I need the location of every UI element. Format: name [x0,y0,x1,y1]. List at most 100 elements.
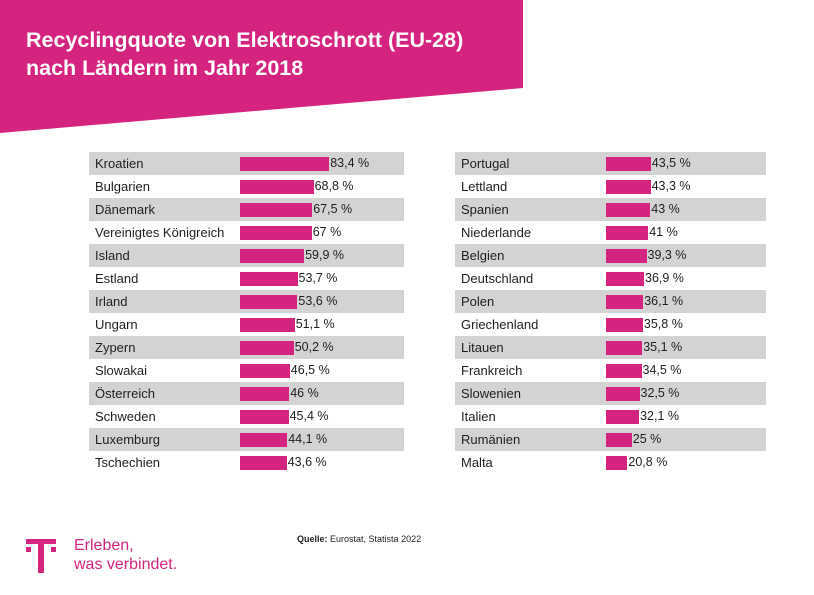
country-label: Belgien [461,248,505,263]
chart-row: Dänemark 67,5 % [89,198,404,221]
value-bar [240,295,298,309]
value-label: 39,3 % [647,248,687,262]
value-bar [606,433,632,447]
source-text: Eurostat, Statista 2022 [330,534,422,544]
value-bar [606,272,644,286]
country-label: Griechenland [461,317,539,332]
chart-row: Island 59,9 % [89,244,404,267]
country-label: Lettland [461,179,508,194]
country-label: Portugal [461,156,510,171]
chart-row: Luxemburg 44,1 % [89,428,404,451]
value-label: 32,5 % [640,386,680,400]
chart-row: Lettland 43,3 % [455,175,766,198]
header-banner [0,0,814,140]
country-label: Malta [461,455,493,470]
chart-row: Irland 53,6 % [89,290,404,313]
country-label: Vereinigtes Königreich [95,225,225,240]
chart-row: Slowenien 32,5 % [455,382,766,405]
country-label: Luxemburg [95,432,161,447]
value-bar [606,249,647,263]
value-label: 43,5 % [651,156,691,170]
value-label: 36,9 % [645,271,684,285]
chart-row: Slowakai 46,5 % [89,359,404,382]
value-label: 67 % [312,225,342,239]
chart-row: Zypern 50,2 % [89,336,404,359]
chart-row: Portugal 43,5 % [455,152,766,175]
value-label: 44,1 % [288,432,328,446]
chart-column-left: Kroatien 83,4 % Bulgarien 68,8 % Dänemark 67,… [89,152,404,474]
value-bar [606,387,640,401]
chart-row: Frankreich 34,5 % [455,359,766,382]
value-label: 53,6 % [298,294,338,308]
chart-row: Italien 32,1 % [455,405,766,428]
country-label: Polen [461,294,495,309]
value-bar [240,157,330,171]
chart-row: Belgien 39,3 % [455,244,766,267]
value-bar [240,203,313,217]
chart-row: Malta 20,8 % [455,451,766,474]
value-label: 35,8 % [643,317,683,331]
telekom-t-icon [26,539,56,573]
value-bar [240,387,290,401]
chart-row: Schweden 45,4 % [89,405,404,428]
chart-row: Vereinigtes Königreich 67 % [89,221,404,244]
value-label: 46,5 % [290,363,330,377]
value-bar [606,295,644,309]
chart-row: Niederlande 41 % [455,221,766,244]
value-bar [606,364,642,378]
value-label: 43 % [651,202,680,216]
country-label: Ungarn [95,317,138,332]
chart-row: Deutschland 36,9 % [455,267,766,290]
value-bar [606,180,651,194]
country-label: Spanien [461,202,509,217]
country-label: Island [95,248,130,263]
title-line-2: nach Ländern im Jahr 2018 [26,56,304,80]
value-bar [240,318,295,332]
value-label: 83,4 % [330,156,370,170]
chart-row: Österreich 46 % [89,382,404,405]
country-label: Slowenien [461,386,521,401]
value-label: 41 % [649,225,678,239]
country-label: Österreich [95,386,155,401]
source-label: Quelle: [297,534,328,544]
chart-row: Tschechien 43,6 % [89,451,404,474]
value-bar [240,249,305,263]
value-label: 20,8 % [628,455,668,469]
value-label: 50,2 % [294,340,334,354]
value-bar [240,410,289,424]
value-label: 36,1 % [644,294,684,308]
value-label: 35,1 % [643,340,683,354]
country-label: Kroatien [95,156,144,171]
country-label: Rumänien [461,432,521,447]
country-label: Bulgarien [95,179,150,194]
country-label: Schweden [95,409,156,424]
value-bar [606,410,640,424]
chart-row: Litauen 35,1 % [455,336,766,359]
value-bar [240,364,290,378]
value-label: 59,9 % [305,248,345,262]
page-title: Recyclingquote von Elektroschrott (EU-28… [26,26,463,82]
country-label: Dänemark [95,202,155,217]
chart-row: Rumänien 25 % [455,428,766,451]
value-bar [240,180,314,194]
chart-row: Polen 36,1 % [455,290,766,313]
value-label: 46 % [290,386,319,400]
chart-row: Spanien 43 % [455,198,766,221]
slogan-line-1: Erleben, [74,537,134,554]
value-label: 68,8 % [314,179,354,193]
value-label: 32,1 % [640,409,680,423]
chart-row: Kroatien 83,4 % [89,152,404,175]
value-bar [240,456,287,470]
value-bar [606,456,628,470]
value-label: 25 % [632,432,662,446]
chart-row: Estland 53,7 % [89,267,404,290]
value-label: 43,6 % [287,455,327,469]
value-bar [606,226,649,240]
value-bar [606,157,651,171]
country-label: Niederlande [461,225,532,240]
chart-row: Bulgarien 68,8 % [89,175,404,198]
chart-row: Griechenland 35,8 % [455,313,766,336]
country-label: Deutschland [461,271,534,286]
title-line-1: Recyclingquote von Elektroschrott (EU-28… [26,28,464,52]
value-bar [240,272,298,286]
